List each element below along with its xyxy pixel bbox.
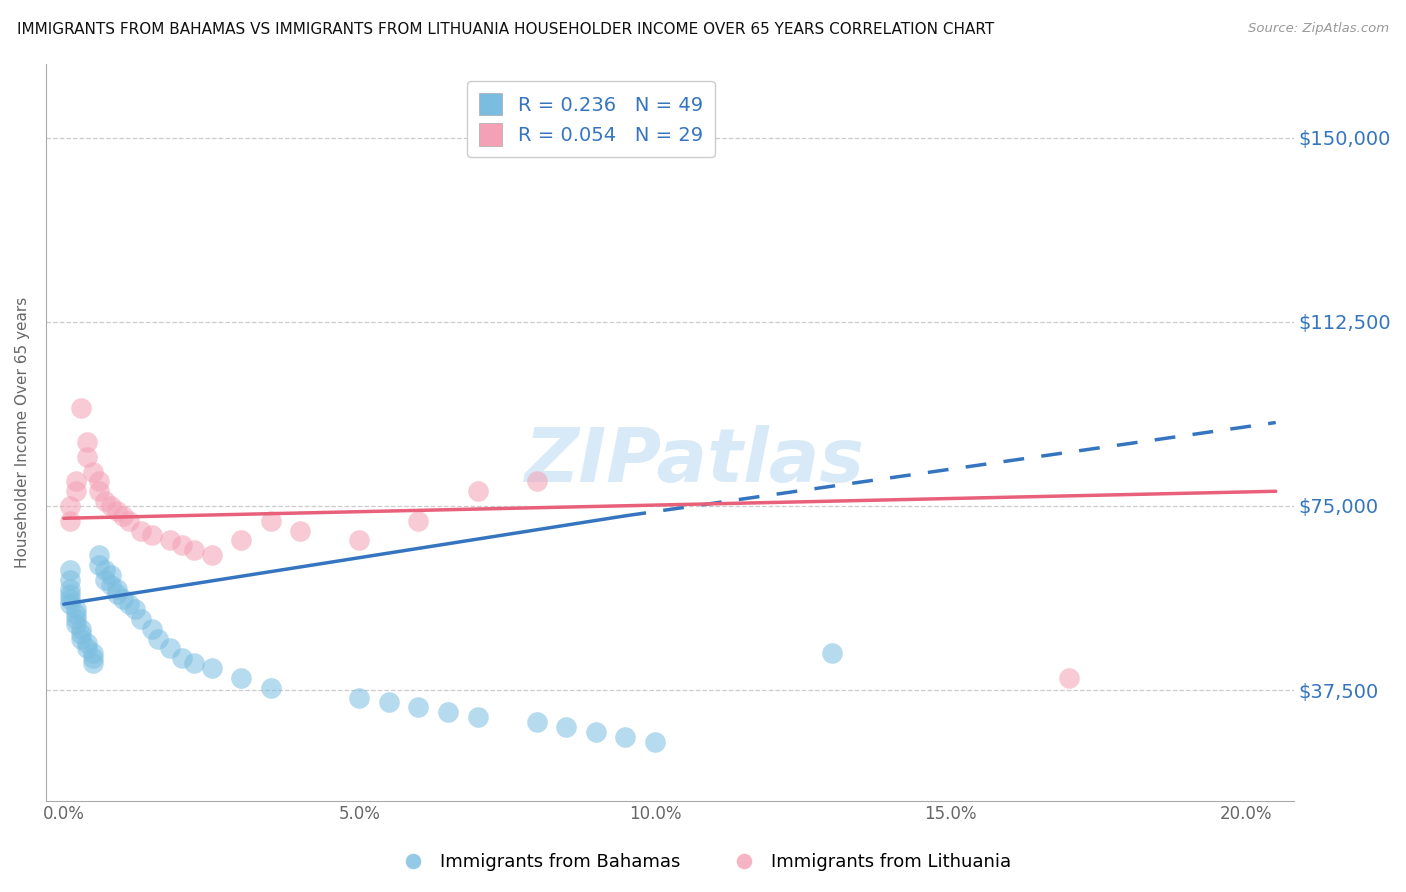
Point	[89, 475, 111, 489]
Point	[526, 475, 548, 489]
Point	[82, 651, 104, 665]
Point	[65, 484, 87, 499]
Point	[526, 714, 548, 729]
Point	[408, 700, 430, 714]
Point	[82, 465, 104, 479]
Point	[59, 563, 82, 577]
Point	[94, 563, 117, 577]
Point	[76, 435, 98, 450]
Y-axis label: Householder Income Over 65 years: Householder Income Over 65 years	[15, 297, 30, 568]
Point	[349, 533, 371, 548]
Point	[129, 612, 152, 626]
Point	[159, 641, 181, 656]
Point	[467, 484, 489, 499]
Point	[200, 661, 222, 675]
Legend: Immigrants from Bahamas, Immigrants from Lithuania: Immigrants from Bahamas, Immigrants from…	[388, 847, 1018, 879]
Point	[118, 514, 141, 528]
Point	[70, 622, 93, 636]
Point	[349, 690, 371, 705]
Point	[437, 705, 460, 719]
Point	[94, 573, 117, 587]
Point	[129, 524, 152, 538]
Legend: R = 0.236   N = 49, R = 0.054   N = 29: R = 0.236 N = 49, R = 0.054 N = 29	[467, 81, 714, 157]
Point	[183, 656, 205, 670]
Point	[59, 514, 82, 528]
Point	[141, 528, 163, 542]
Point	[229, 533, 252, 548]
Point	[59, 573, 82, 587]
Point	[1057, 671, 1080, 685]
Point	[290, 524, 312, 538]
Point	[100, 577, 122, 591]
Point	[100, 567, 122, 582]
Point	[82, 646, 104, 660]
Point	[70, 632, 93, 646]
Point	[467, 710, 489, 724]
Point	[59, 592, 82, 607]
Point	[555, 720, 578, 734]
Point	[378, 695, 401, 709]
Point	[170, 651, 193, 665]
Point	[89, 484, 111, 499]
Point	[65, 602, 87, 616]
Point	[59, 597, 82, 611]
Point	[259, 514, 281, 528]
Point	[148, 632, 170, 646]
Point	[59, 587, 82, 601]
Point	[259, 681, 281, 695]
Point	[76, 636, 98, 650]
Point	[94, 494, 117, 508]
Text: IMMIGRANTS FROM BAHAMAS VS IMMIGRANTS FROM LITHUANIA HOUSEHOLDER INCOME OVER 65 : IMMIGRANTS FROM BAHAMAS VS IMMIGRANTS FR…	[17, 22, 994, 37]
Point	[70, 626, 93, 640]
Point	[65, 607, 87, 621]
Point	[585, 724, 607, 739]
Point	[89, 558, 111, 572]
Point	[118, 597, 141, 611]
Point	[65, 612, 87, 626]
Point	[105, 587, 128, 601]
Point	[65, 475, 87, 489]
Point	[70, 401, 93, 415]
Point	[76, 450, 98, 464]
Point	[200, 548, 222, 562]
Text: ZIPatlas: ZIPatlas	[524, 425, 865, 499]
Point	[614, 730, 637, 744]
Point	[821, 646, 844, 660]
Text: Source: ZipAtlas.com: Source: ZipAtlas.com	[1249, 22, 1389, 36]
Point	[124, 602, 146, 616]
Point	[159, 533, 181, 548]
Point	[644, 734, 666, 748]
Point	[65, 616, 87, 631]
Point	[111, 508, 134, 523]
Point	[100, 499, 122, 513]
Point	[170, 538, 193, 552]
Point	[105, 504, 128, 518]
Point	[59, 499, 82, 513]
Point	[111, 592, 134, 607]
Point	[408, 514, 430, 528]
Point	[229, 671, 252, 685]
Point	[89, 548, 111, 562]
Point	[76, 641, 98, 656]
Point	[141, 622, 163, 636]
Point	[183, 543, 205, 558]
Point	[105, 582, 128, 597]
Point	[82, 656, 104, 670]
Point	[59, 582, 82, 597]
